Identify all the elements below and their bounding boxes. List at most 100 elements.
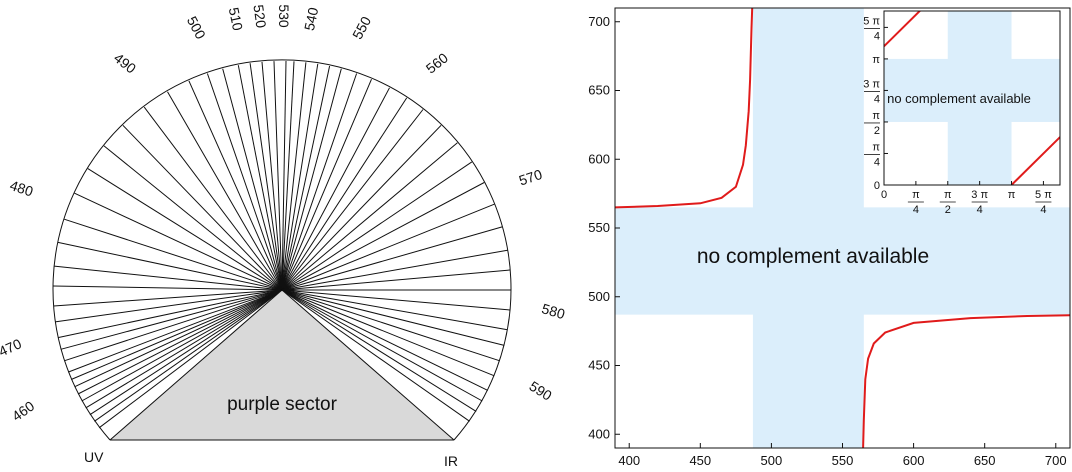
wavelength-ray xyxy=(64,289,283,362)
ir-label: IR xyxy=(444,453,458,469)
inset-x-tick-label: π xyxy=(1008,189,1016,201)
wavelength-ray xyxy=(281,124,442,291)
inset-horizontal-band xyxy=(884,58,1060,122)
wavelength-label: 580 xyxy=(540,300,567,322)
inset-x-tick-label: 5 π4 xyxy=(1035,189,1052,216)
wavelength-ray xyxy=(281,63,319,291)
wavelength-ray xyxy=(94,289,283,422)
inset-y-tick-label: 0 xyxy=(874,180,880,192)
svg-text:4: 4 xyxy=(977,204,983,216)
svg-text:4: 4 xyxy=(913,204,919,216)
wavelength-ray xyxy=(281,68,342,291)
wavelength-ray xyxy=(281,289,500,362)
svg-text:4: 4 xyxy=(874,156,880,168)
wavelength-label: 560 xyxy=(423,49,451,76)
wavelength-ray xyxy=(281,289,495,377)
wavelength-ray xyxy=(87,168,283,291)
complement-curve-1 xyxy=(615,8,754,209)
wavelength-ray xyxy=(206,73,283,291)
wavelength-ray xyxy=(188,80,283,291)
wavelength-ray xyxy=(281,289,505,346)
wavelength-label: 570 xyxy=(517,166,544,189)
wavelength-ray xyxy=(281,289,489,391)
inset-curve-2 xyxy=(1010,135,1060,185)
sector-left-edge xyxy=(109,289,283,441)
complement-curves xyxy=(615,8,1070,448)
svg-text:3 π: 3 π xyxy=(863,78,880,90)
wavelength-ray xyxy=(273,61,283,291)
y-tick-label: 400 xyxy=(588,426,610,441)
wavelength-ray xyxy=(60,289,283,350)
wavelength-label: 530 xyxy=(276,4,292,28)
wavelength-label: 500 xyxy=(184,14,209,42)
wavelength-ray xyxy=(281,73,358,291)
inset-y-tick-label: π xyxy=(872,54,880,66)
wavelength-ray xyxy=(281,289,511,311)
x-tick-label: 400 xyxy=(618,453,640,468)
wavelength-ray xyxy=(89,289,283,416)
inset-curves xyxy=(884,11,1060,185)
wavelength-label: 590 xyxy=(527,378,555,404)
wavelength-ray xyxy=(281,87,390,291)
y-tick-label: 650 xyxy=(588,83,610,98)
wavelength-ray xyxy=(85,289,283,409)
wavelength-ray xyxy=(103,145,283,291)
main-band-label: no complement available xyxy=(697,245,929,268)
inset-x-tick-label: π2 xyxy=(939,189,956,216)
x-tick-label: 700 xyxy=(1045,453,1067,468)
wavelength-label: 470 xyxy=(0,335,24,359)
wavelength-ray xyxy=(55,289,283,323)
wavelength-ray xyxy=(281,269,511,291)
wavelength-ray xyxy=(281,161,473,291)
svg-text:4: 4 xyxy=(874,30,880,42)
spectral-sector-diagram: 460 470 480 490 500 510 520 530 540 550 560 570 580 5… xyxy=(0,4,567,469)
wavelength-ray xyxy=(281,289,470,422)
no-complement-bands xyxy=(615,8,1070,448)
wavelength-ray xyxy=(281,289,508,331)
svg-text:π: π xyxy=(912,189,920,201)
wavelength-ray xyxy=(54,265,283,291)
complement-chart: 400 450 500 550 600 650 700 400450500550600650… xyxy=(588,7,1071,468)
inset-no-complement-bands xyxy=(884,11,1060,185)
svg-text:π: π xyxy=(872,141,880,153)
wavelength-ray xyxy=(281,142,458,291)
wavelength-ray xyxy=(53,289,283,307)
uv-label: UV xyxy=(84,449,104,465)
wavelength-ray xyxy=(281,226,503,291)
wavelength-ray xyxy=(57,241,283,291)
wavelength-ray xyxy=(281,289,477,412)
inset-plot-frame xyxy=(883,10,1061,186)
svg-text:π: π xyxy=(872,110,880,122)
wavelength-ray xyxy=(281,289,483,402)
x-tick-label: 600 xyxy=(903,453,925,468)
wavelength-ray xyxy=(68,289,283,373)
svg-text:4: 4 xyxy=(1040,204,1046,216)
wavelength-rays xyxy=(52,60,511,429)
wavelength-ray xyxy=(57,289,283,339)
wavelength-ray xyxy=(81,289,283,402)
svg-text:2: 2 xyxy=(945,204,951,216)
sector-label: purple sector xyxy=(227,394,338,415)
inset-y-tick-label: 3 π4 xyxy=(863,78,880,105)
inset-y-tick-label: π4 xyxy=(864,141,880,168)
wavelength-ray xyxy=(98,289,283,429)
horizontal-band xyxy=(615,207,1070,315)
x-tick-label: 450 xyxy=(689,453,711,468)
wavelength-ray xyxy=(237,65,283,291)
y-axis-ticks: 400 450 500 550 600 650 700 xyxy=(588,14,620,441)
inset-y-tick-label: 5 π4 xyxy=(863,15,880,42)
inset-band-label: no complement available xyxy=(887,91,1031,106)
y-tick-label: 500 xyxy=(588,289,610,304)
svg-text:5 π: 5 π xyxy=(1035,189,1052,201)
wavelength-ray xyxy=(261,61,283,291)
purple-sector xyxy=(110,290,454,440)
inset-y-tick-label: π2 xyxy=(864,110,880,137)
wavelength-ray xyxy=(122,124,283,291)
y-tick-label: 450 xyxy=(588,358,610,373)
wavelength-ray xyxy=(74,192,283,291)
wavelength-ray xyxy=(281,61,295,291)
svg-text:π: π xyxy=(944,189,952,201)
wavelength-label: 520 xyxy=(250,4,269,30)
